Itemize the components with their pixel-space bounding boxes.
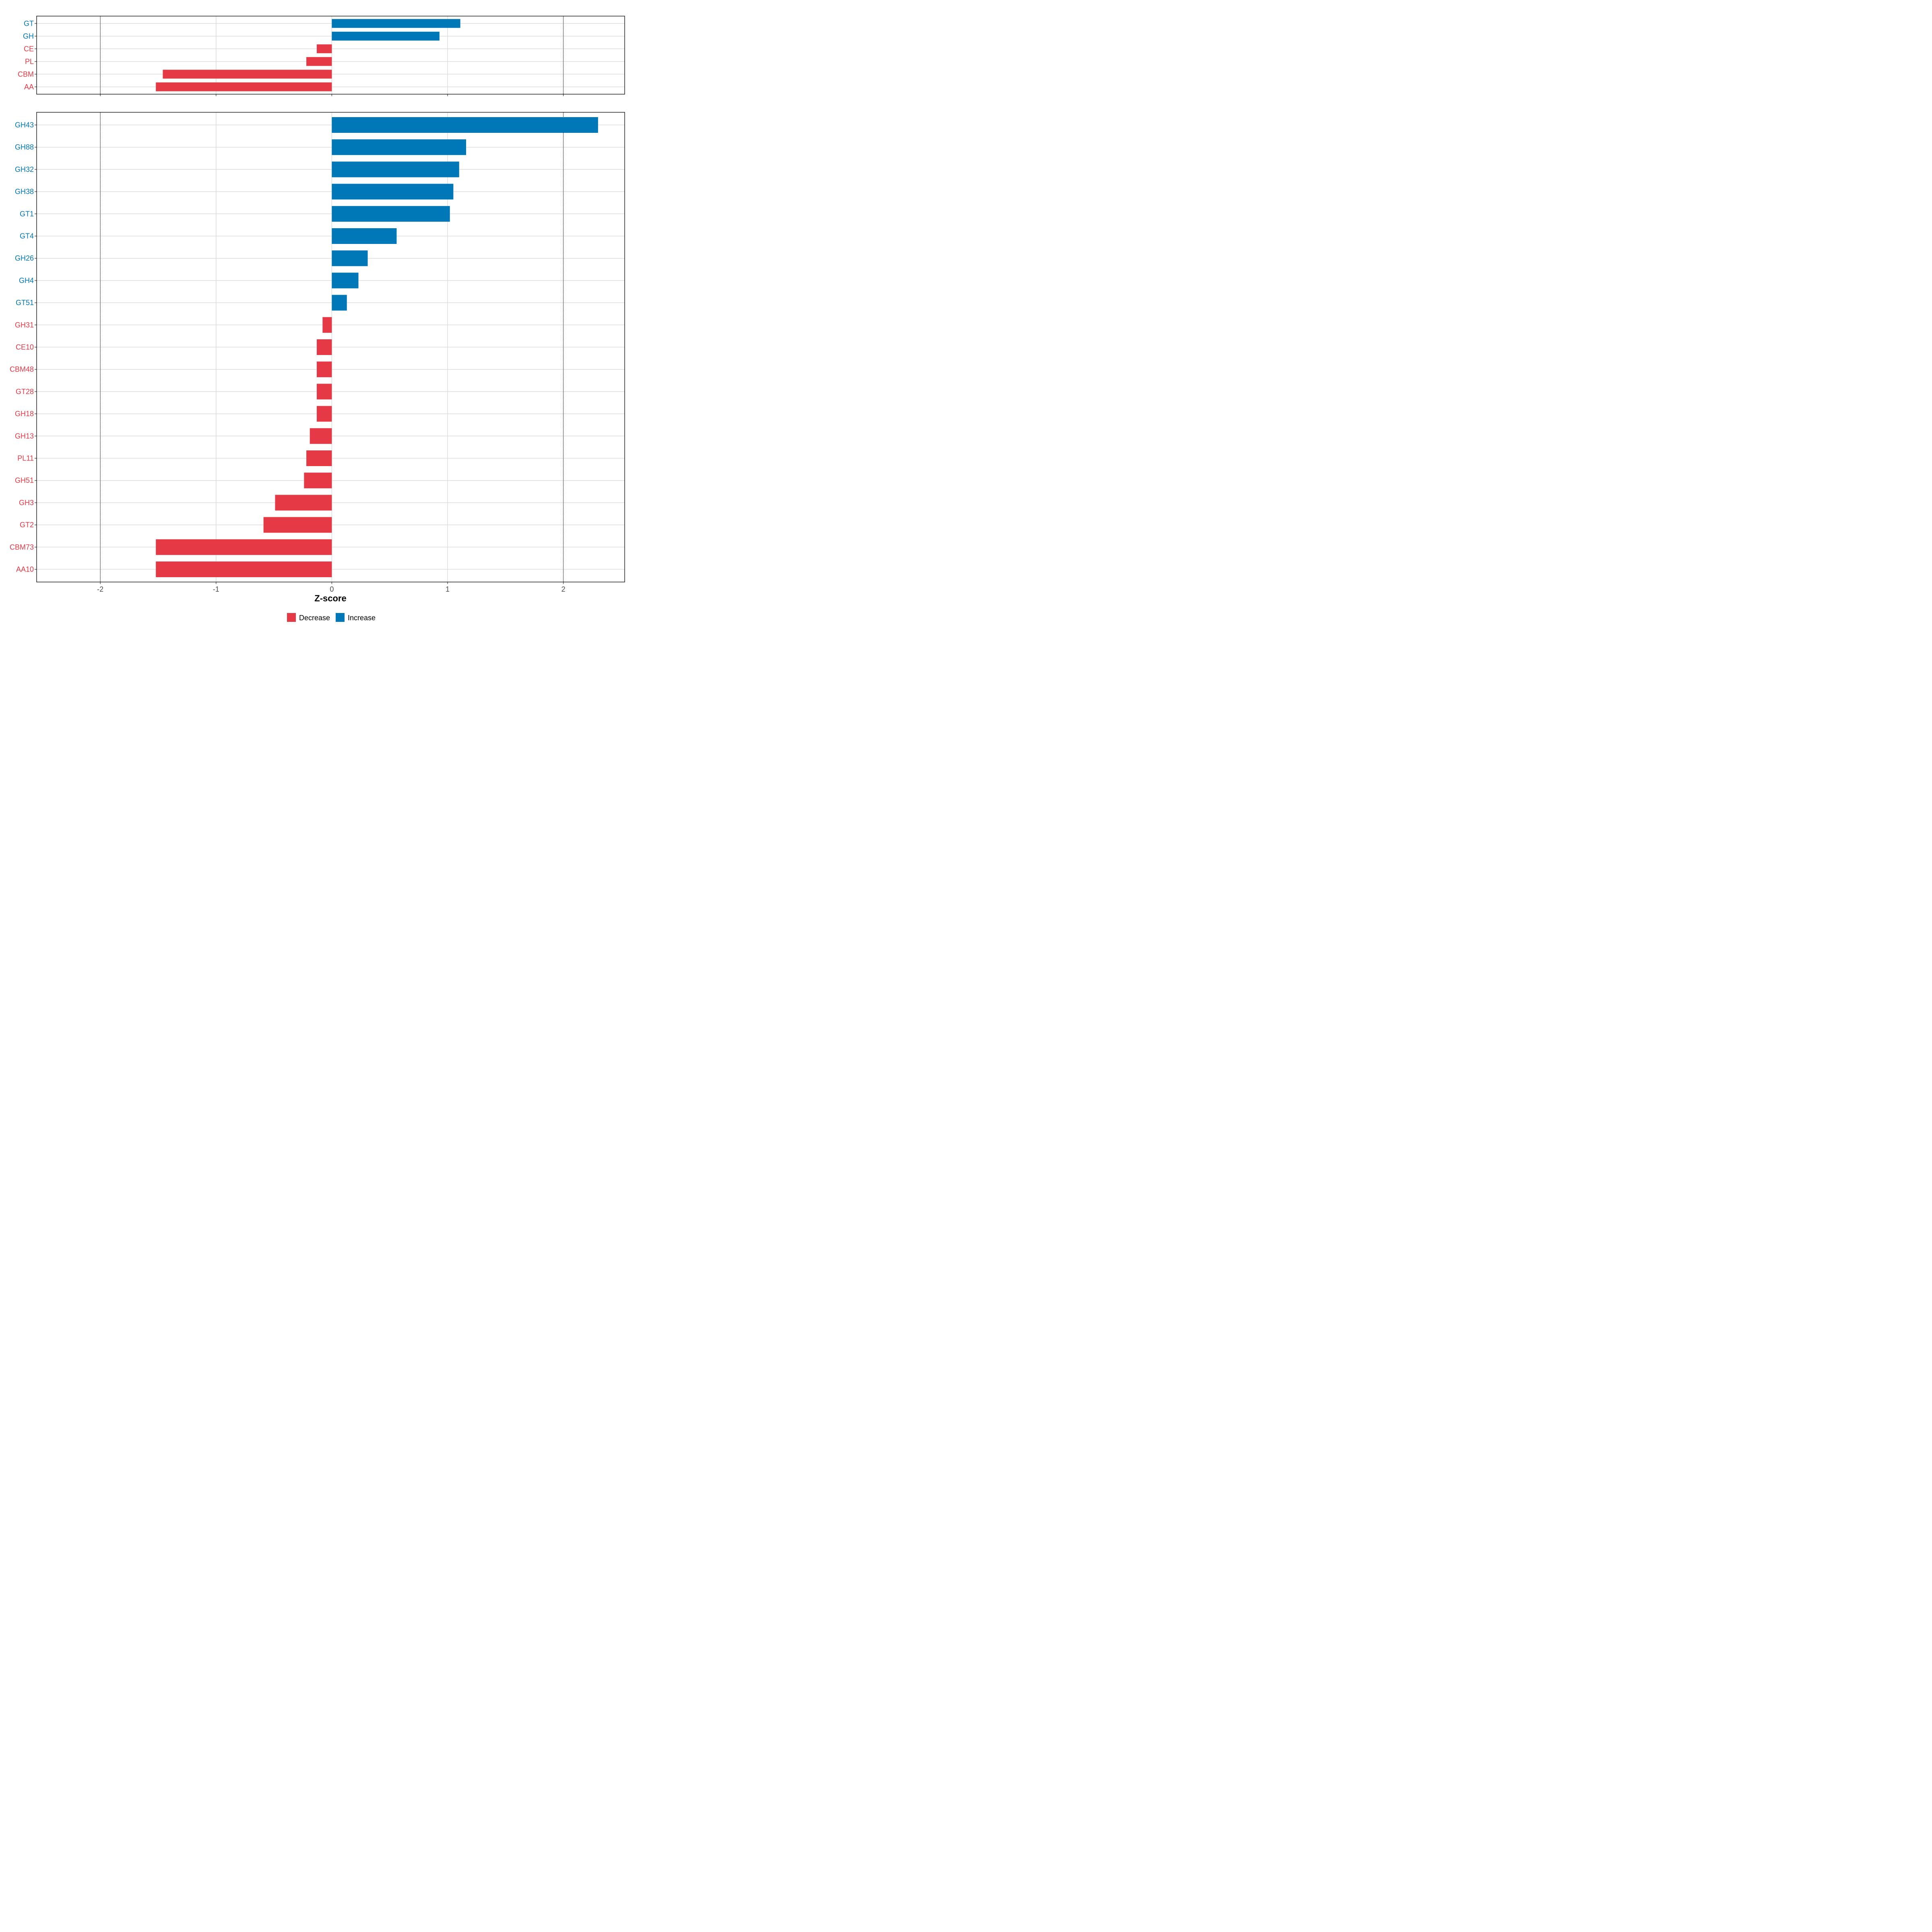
- bar-gt28: [316, 384, 332, 400]
- x-tick-label: -1: [213, 585, 219, 593]
- category-label-cbm48: CBM48: [10, 365, 34, 374]
- category-label-pl: PL: [25, 58, 34, 66]
- legend-swatch-decrease: [287, 613, 296, 622]
- bar-gt1: [332, 206, 450, 222]
- category-label-gt51: GT51: [16, 299, 34, 307]
- top-panel: GT GH CE PL CBM AA: [18, 16, 625, 96]
- bar-gt51: [332, 295, 347, 311]
- bar-gh31: [322, 317, 332, 333]
- category-label-gh3: GH3: [19, 499, 34, 507]
- category-label-gt4: GT4: [20, 232, 34, 240]
- category-label-gt: GT: [24, 19, 34, 27]
- category-label-gh31: GH31: [15, 321, 34, 329]
- category-label-gt2: GT2: [20, 521, 34, 529]
- bar-gh43: [332, 117, 598, 133]
- bar-gt4: [332, 228, 397, 244]
- category-label-ce: CE: [24, 45, 34, 53]
- x-tick-label: 2: [561, 585, 566, 593]
- bar-aa: [156, 82, 332, 91]
- bar-gh3: [275, 495, 332, 511]
- legend-label-increase: Increase: [348, 614, 376, 622]
- category-label-gh13: GH13: [15, 432, 34, 440]
- category-label-gh38: GH38: [15, 188, 34, 196]
- bar-gh13: [310, 428, 332, 444]
- category-label-gh4: GH4: [19, 277, 34, 285]
- panel-background: [37, 16, 625, 94]
- category-label-gt1: GT1: [20, 210, 34, 218]
- bar-gh: [332, 31, 440, 41]
- bar-gh18: [316, 406, 332, 422]
- category-label-pl11: PL11: [17, 454, 34, 462]
- legend: Decrease Increase: [287, 613, 376, 622]
- bar-gh26: [332, 250, 368, 266]
- category-label-gh51: GH51: [15, 477, 34, 485]
- bar-pl11: [306, 450, 332, 466]
- x-axis: -2 -1 0 1 2: [97, 585, 565, 593]
- bar-ce10: [316, 339, 332, 355]
- legend-swatch-increase: [336, 613, 345, 622]
- panel-border: [36, 16, 625, 95]
- bottom-panel: GH43 GH88 GH32 GH38 GT1 GT4 GH26 GH4 GT51 GH31 CE1…: [10, 112, 625, 584]
- bar-gh32: [332, 161, 459, 178]
- category-label-cbm73: CBM73: [10, 543, 34, 551]
- x-tick-label: 0: [330, 585, 334, 593]
- category-label-aa: AA: [24, 83, 34, 91]
- x-tick-label: 1: [446, 585, 450, 593]
- category-label-gh18: GH18: [15, 410, 34, 418]
- bar-gt2: [263, 517, 332, 533]
- category-label-gh88: GH88: [15, 143, 34, 151]
- bar-gh38: [332, 184, 454, 200]
- bar-gh51: [304, 473, 332, 489]
- bar-gt: [332, 19, 460, 28]
- bar-cbm48: [316, 361, 332, 378]
- category-label-gt28: GT28: [16, 388, 34, 396]
- bar-cbm: [163, 70, 332, 79]
- legend-label-decrease: Decrease: [299, 614, 330, 622]
- x-axis-title: Z-score: [314, 593, 346, 603]
- bar-gh4: [332, 272, 359, 289]
- category-label-aa10: AA10: [16, 566, 34, 574]
- bar-pl: [306, 57, 332, 66]
- panel-border: [36, 112, 625, 582]
- category-label-gh26: GH26: [15, 254, 34, 262]
- x-tick-label: -2: [97, 585, 103, 593]
- bar-aa10: [156, 561, 332, 577]
- category-label-gh32: GH32: [15, 165, 34, 173]
- bar-cbm73: [156, 539, 332, 555]
- category-label-ce10: CE10: [16, 343, 34, 351]
- category-label-cbm: CBM: [18, 70, 34, 78]
- category-label-gh: GH: [23, 32, 34, 40]
- bar-gh88: [332, 139, 466, 155]
- bar-ce: [316, 44, 332, 54]
- category-label-gh43: GH43: [15, 121, 34, 129]
